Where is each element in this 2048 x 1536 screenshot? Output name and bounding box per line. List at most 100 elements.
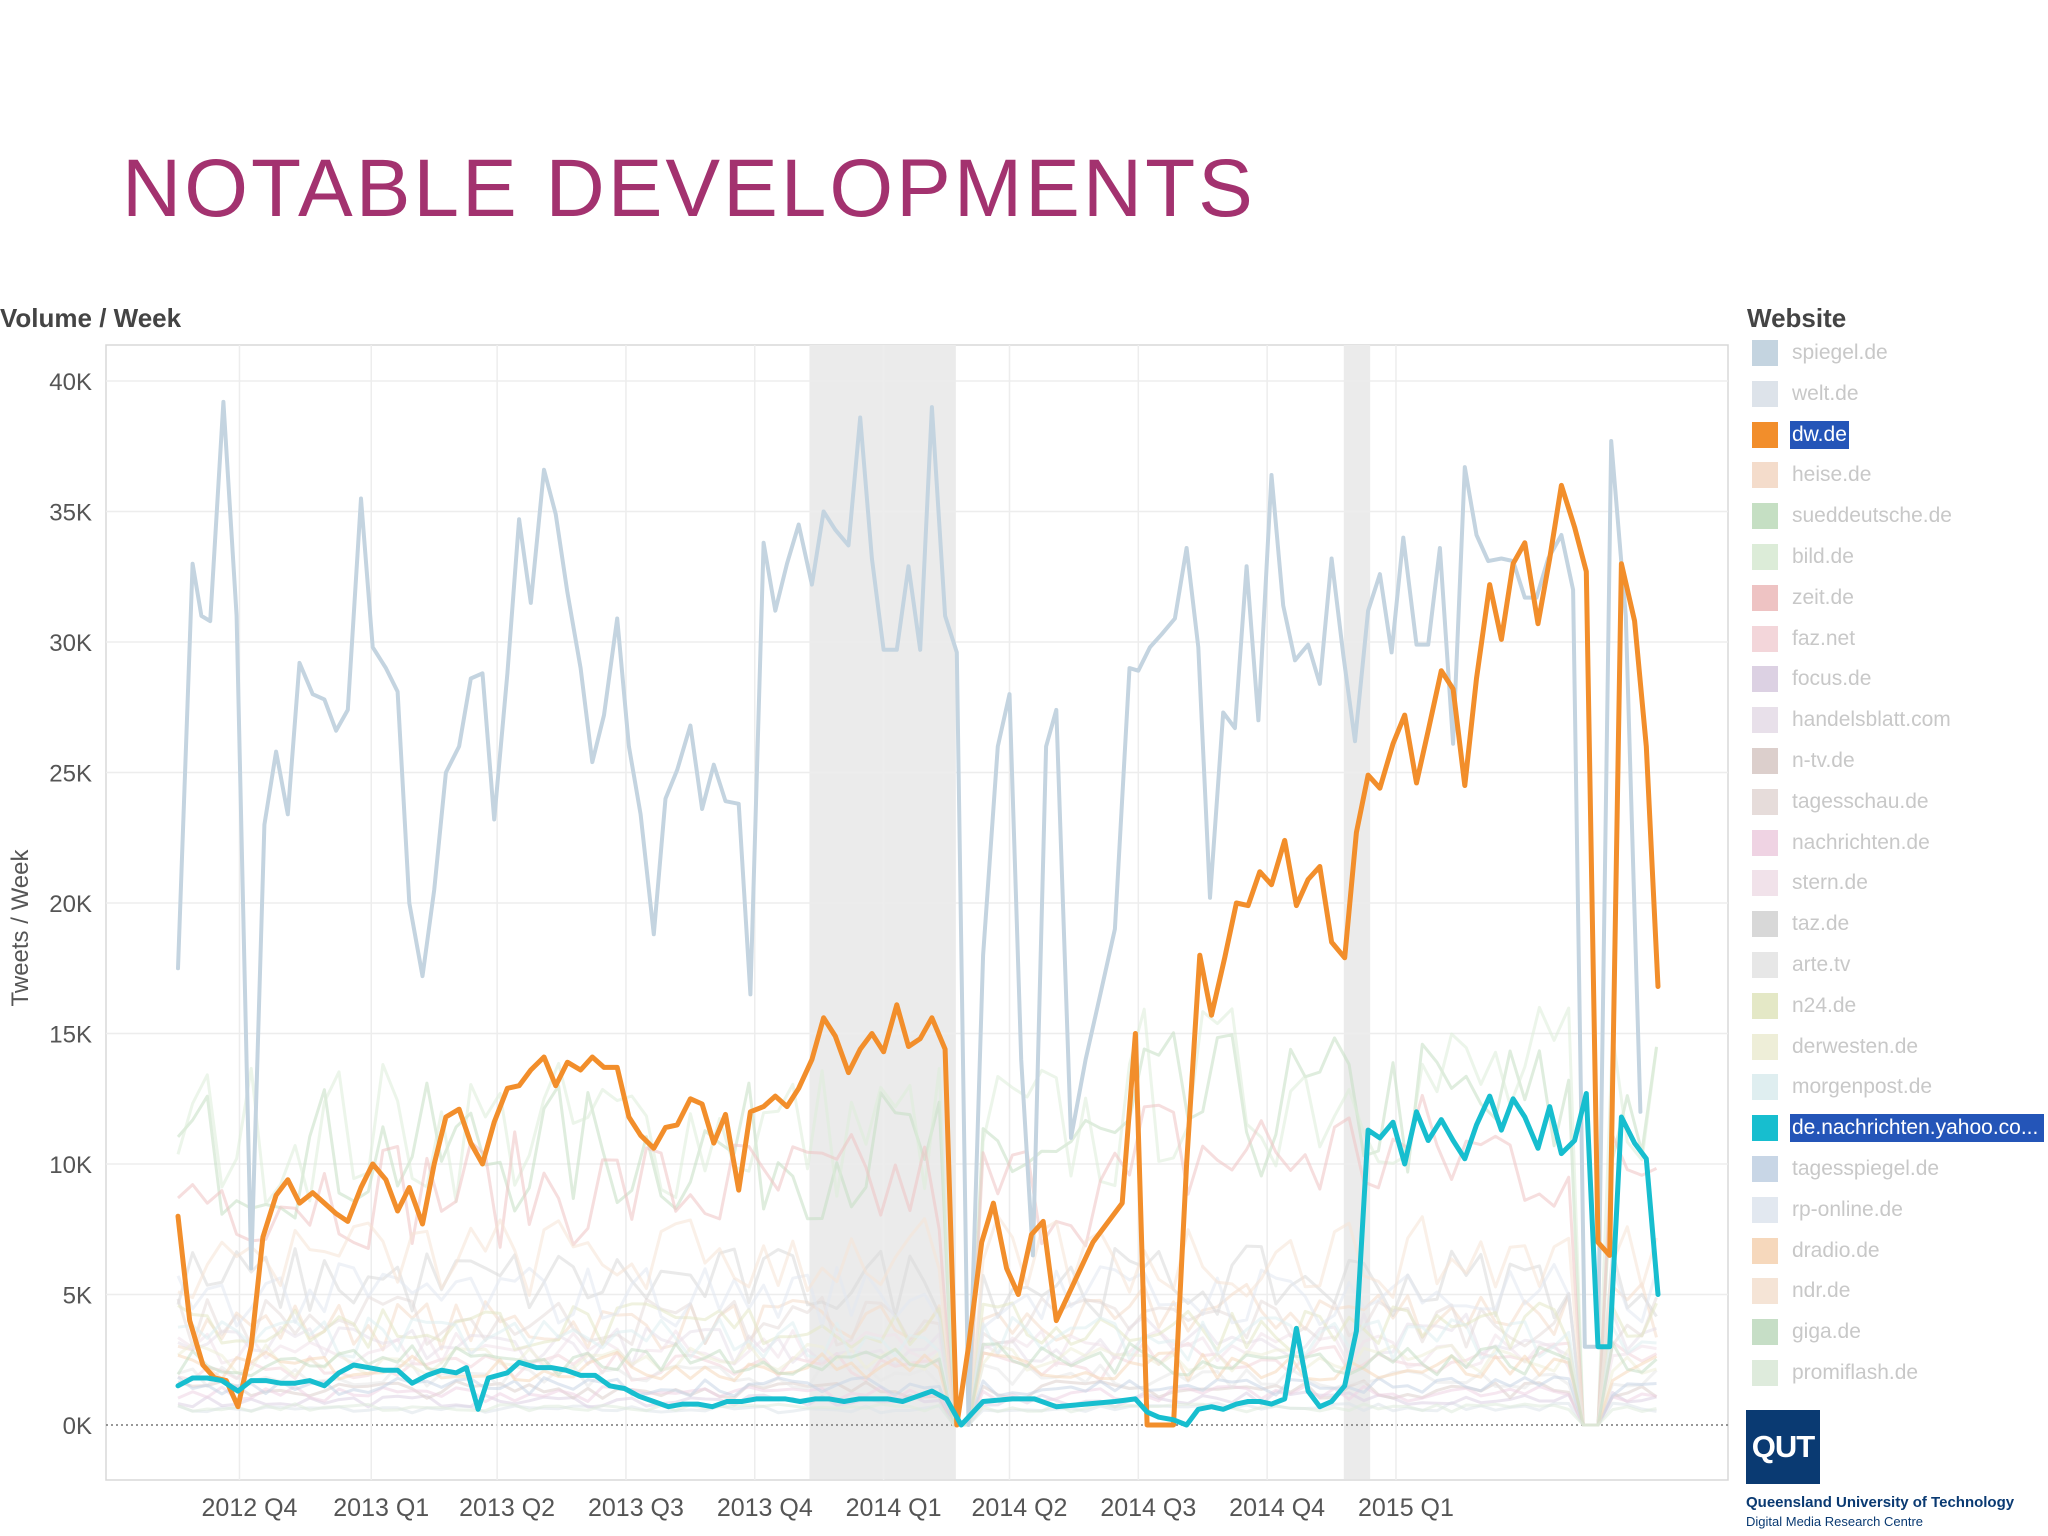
- legend-label: welt.de: [1792, 381, 1859, 405]
- x-tick-label: 2015 Q1: [1358, 1494, 1454, 1522]
- y-tick-label: 40K: [49, 369, 92, 396]
- legend-item[interactable]: n24.de: [1752, 991, 2048, 1021]
- legend-label: n-tv.de: [1792, 749, 1855, 772]
- legend-swatch: [1752, 788, 1778, 815]
- legend-item[interactable]: zeit.de: [1752, 583, 2048, 613]
- legend-swatch: [1752, 1115, 1778, 1142]
- legend-item[interactable]: handelsblatt.com: [1752, 705, 2048, 735]
- qut-logo-wordmark: Queensland University of Technology: [1746, 1494, 2015, 1511]
- series-line-dw-de: [175, 482, 1661, 1428]
- legend-item[interactable]: promiflash.de: [1752, 1358, 2048, 1388]
- slide-title: NOTABLE DEVELOPMENTS: [122, 143, 1256, 234]
- y-tick-label: 10K: [49, 1152, 92, 1179]
- line-chart: 0K 5K 10K 15K 20K 25K 30K 35K 40K 2012 Q4 2013 Q1 2…: [7, 344, 1729, 1522]
- legend-label: stern.de: [1792, 871, 1868, 895]
- legend-item[interactable]: tagesschau.de: [1752, 787, 2048, 817]
- legend-swatch: [1752, 992, 1778, 1019]
- legend-label: de.nachrichten.yahoo.co...: [1790, 1114, 2044, 1143]
- x-tick-label: 2013 Q4: [717, 1494, 813, 1522]
- series-line-de-nachrichten-yahoo-co-: [175, 1091, 1661, 1428]
- legend-label: tagesspiegel.de: [1792, 1157, 1940, 1180]
- y-tick-label: 5K: [63, 1283, 92, 1310]
- legend-label: sueddeutsche.de: [1792, 504, 1952, 528]
- series-line-bg: [176, 1262, 1658, 1427]
- x-tick-label: 2014 Q3: [1100, 1494, 1196, 1522]
- legend-item[interactable]: nachrichten.de: [1752, 828, 2048, 858]
- legend-swatch: [1752, 911, 1778, 938]
- y-tick-label: 25K: [49, 761, 92, 788]
- x-tick-label: 2014 Q2: [972, 1494, 1068, 1522]
- legend-item[interactable]: faz.net: [1752, 624, 2048, 654]
- legend-label: taz.de: [1792, 912, 1850, 936]
- legend-title: Website: [1747, 303, 1847, 333]
- legend-swatch: [1752, 1196, 1778, 1223]
- legend-swatch: [1752, 952, 1778, 978]
- legend-swatch: [1752, 340, 1778, 366]
- y-tick-label: 0K: [63, 1413, 92, 1440]
- legend-item[interactable]: focus.de: [1752, 664, 2048, 694]
- series-line-spiegel-de: [176, 399, 1643, 1427]
- legend-label: faz.net: [1792, 626, 1856, 650]
- legend-swatch: [1752, 1360, 1778, 1386]
- legend-item[interactable]: dw.de: [1752, 420, 2048, 450]
- legend-item[interactable]: rp-online.de: [1752, 1195, 2048, 1225]
- legend-item[interactable]: stern.de: [1752, 868, 2048, 898]
- legend-swatch: [1752, 1033, 1778, 1060]
- x-tick-label: 2014 Q1: [846, 1494, 942, 1522]
- legend-item[interactable]: dradio.de: [1752, 1236, 2048, 1266]
- legend-swatch: [1752, 1319, 1778, 1346]
- legend-item[interactable]: arte.tv: [1752, 950, 2048, 980]
- series-line-bg: [177, 1402, 1657, 1427]
- legend-item[interactable]: giga.de: [1752, 1317, 2048, 1347]
- y-axis-label: Tweets / Week: [7, 849, 34, 1007]
- legend-swatch: [1752, 503, 1778, 530]
- legend-item[interactable]: ndr.de: [1752, 1276, 2048, 1306]
- legend-item[interactable]: morgenpost.de: [1752, 1072, 2048, 1102]
- legend-label: n24.de: [1792, 993, 1857, 1017]
- series-line-bg: [176, 1341, 1658, 1427]
- legend-item[interactable]: derwesten.de: [1752, 1032, 2048, 1062]
- legend-swatch: [1752, 544, 1778, 570]
- legend-item[interactable]: sueddeutsche.de: [1752, 501, 2048, 531]
- legend-swatch: [1752, 1278, 1778, 1305]
- x-tick-label: 2012 Q4: [202, 1494, 298, 1522]
- legend-swatch: [1752, 707, 1778, 734]
- legend-item[interactable]: de.nachrichten.yahoo.co...: [1752, 1113, 2048, 1143]
- legend-label: dradio.de: [1792, 1238, 1880, 1262]
- y-tick-label: 15K: [49, 1022, 92, 1049]
- legend-label: tagesschau.de: [1792, 789, 1929, 813]
- legend-item[interactable]: tagesspiegel.de: [1752, 1154, 2048, 1184]
- legend-swatch: [1752, 380, 1778, 407]
- legend-item[interactable]: heise.de: [1752, 460, 2048, 490]
- legend-label: rp-online.de: [1792, 1197, 1903, 1221]
- legend-swatch: [1752, 870, 1778, 897]
- legend-label: ndr.de: [1792, 1279, 1851, 1303]
- legend-item[interactable]: spiegel.de: [1752, 338, 2048, 368]
- chart-title: Volume / Week: [0, 303, 182, 333]
- series-line-bg: [177, 1328, 1657, 1427]
- legend-label: focus.de: [1792, 667, 1872, 691]
- y-tick-label: 20K: [49, 891, 92, 918]
- legend-swatch: [1752, 625, 1778, 652]
- legend-item[interactable]: bild.de: [1752, 542, 2048, 572]
- legend-label: giga.de: [1792, 1320, 1861, 1344]
- legend-item[interactable]: taz.de: [1752, 909, 2048, 939]
- legend-label: promiflash.de: [1792, 1361, 1919, 1384]
- legend-item[interactable]: n-tv.de: [1752, 746, 2048, 776]
- series-line-bg: [177, 1384, 1657, 1427]
- legend-item[interactable]: welt.de: [1752, 379, 2048, 409]
- x-tick-label: 2013 Q3: [588, 1494, 684, 1522]
- legend-label: nachrichten.de: [1792, 830, 1930, 854]
- x-tick-label: 2013 Q1: [333, 1494, 429, 1522]
- y-tick-label: 30K: [49, 630, 92, 657]
- legend-swatch: [1752, 1074, 1778, 1101]
- legend-swatch: [1752, 829, 1778, 856]
- qut-logo: QUT: [1746, 1410, 1820, 1484]
- legend-swatch: [1752, 421, 1778, 448]
- legend-label: derwesten.de: [1792, 1034, 1919, 1058]
- series-line-bg: [177, 1375, 1657, 1427]
- legend-label: spiegel.de: [1792, 341, 1888, 364]
- series-line-bg: [177, 1311, 1658, 1427]
- legend-swatch: [1752, 1156, 1778, 1182]
- legend-label: dw.de: [1790, 420, 1849, 449]
